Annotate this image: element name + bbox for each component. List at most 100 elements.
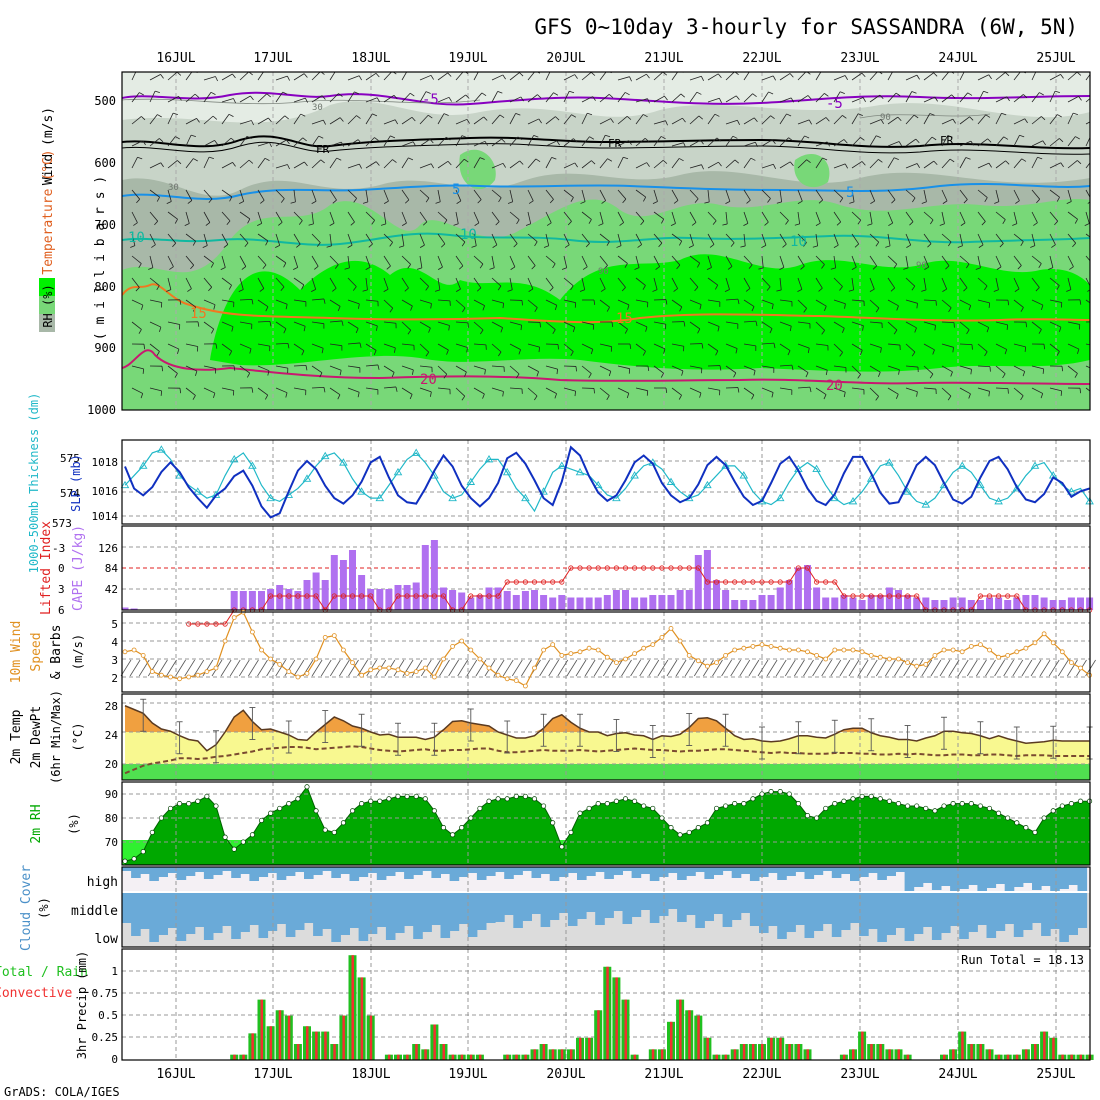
wind-barb (1085, 365, 1090, 369)
li-point (368, 593, 374, 599)
wind-tick: 5 (111, 618, 118, 631)
wind-barb (347, 365, 360, 369)
wind-barb (203, 156, 210, 169)
wind-barb-flag (169, 266, 174, 270)
wind-barb-flag (430, 303, 432, 309)
wind-barb (437, 321, 450, 326)
cape-bar (1067, 597, 1075, 610)
surface-wind-barb (584, 659, 596, 677)
wind-barb-flag (287, 343, 290, 349)
wind-barb (329, 211, 335, 224)
wind-barb (851, 299, 864, 302)
high-cloud-bar (1068, 867, 1078, 885)
wind-barb (473, 299, 485, 306)
wind-barb-flag (453, 223, 459, 226)
contour-label-15: 15 (190, 306, 207, 322)
wind-barb (779, 189, 783, 202)
wind-tick: 2 (111, 672, 118, 685)
wind-barb (329, 255, 339, 265)
wind-barb-flag (735, 95, 740, 100)
precip-tick: 1 (111, 965, 118, 978)
wind-barb-flag (336, 157, 342, 161)
precip-convective-bar (997, 1054, 1001, 1060)
cape-bar (876, 595, 884, 610)
wind-barb (293, 97, 306, 103)
wind-barb-flag (410, 305, 413, 311)
wind-barb-flag (978, 244, 984, 248)
high-cloud-bar (704, 867, 714, 879)
cape-bar (731, 600, 739, 610)
wind-barb-flag (228, 285, 232, 290)
wind-barb (581, 113, 588, 125)
wind-barb-flag (932, 349, 935, 355)
wind-barb-flag (1019, 134, 1025, 138)
wind-barb-flag (746, 199, 751, 204)
high-cloud-bar (1041, 867, 1051, 886)
mid-cloud-bar (413, 893, 423, 939)
precip-bars (230, 955, 1094, 1060)
wind-barb-flag (776, 289, 782, 292)
contour-10-line (122, 232, 1090, 246)
wind-barb-flag (601, 200, 606, 204)
wind-barb (761, 75, 774, 81)
li-point (577, 565, 583, 571)
wind-barb (995, 113, 1002, 125)
rh2m-point (786, 791, 792, 797)
wind-barb (185, 365, 198, 372)
wind-barb-flag (409, 92, 415, 97)
wind-barb-flag (466, 347, 468, 353)
wind-barb-flag (701, 164, 704, 170)
wind-barb-flag (988, 162, 992, 168)
surface-wind-barb (757, 659, 769, 677)
surface-wind-barb (730, 659, 742, 677)
wind-barb-flag (461, 395, 466, 401)
wind-barb (257, 72, 264, 81)
rh2m-point (759, 791, 765, 797)
rh2m-point (495, 796, 501, 802)
surface-wind-barb (475, 659, 487, 677)
wind-barb-flag (570, 351, 574, 357)
mid-cloud-bar (476, 893, 487, 930)
wind-barb (815, 255, 825, 265)
wind-barb-flag (679, 306, 683, 312)
wind-barb (563, 343, 574, 352)
precip-convective-bar (842, 1054, 846, 1060)
mid-cloud-bar (231, 893, 241, 939)
wind-barb-flag (520, 96, 524, 102)
wind-barb (815, 72, 822, 81)
wind-barb-flag (465, 94, 470, 99)
wind-barb (635, 137, 646, 147)
temp2m-frame (121, 693, 1091, 781)
wind-barb-flag (1038, 329, 1042, 334)
wind-barb (545, 277, 554, 288)
high-cloud-bar (258, 867, 269, 877)
wind-barb (365, 321, 378, 327)
wind-barb (671, 365, 684, 372)
wind-barb-flag (1002, 219, 1006, 225)
wind-barb (977, 343, 988, 353)
mid-cloud-bar (941, 893, 951, 933)
rh2m-point (531, 796, 538, 802)
wind-barb (401, 72, 408, 81)
wind-barb-flag (1077, 160, 1082, 165)
wind-barb-flag (211, 328, 215, 334)
li-point (759, 579, 765, 585)
wind-speed-point (168, 674, 173, 680)
precip-convective-bar (742, 1044, 746, 1060)
wind-barb (401, 387, 413, 395)
wind-barb (833, 115, 843, 125)
wind-barb-flag (772, 75, 776, 81)
wind-barb-flag (194, 93, 200, 98)
wind-barb-flag (627, 304, 630, 310)
rh2m-point (468, 815, 474, 821)
cape-tick: 126 (98, 542, 118, 555)
rh2m-point (122, 858, 128, 864)
wind-speed-point (577, 649, 583, 655)
wind-speed-point (768, 644, 774, 649)
wind-barb (473, 387, 485, 395)
wind-barb (1085, 121, 1090, 125)
wind-barb (833, 75, 846, 81)
wind-barb (707, 387, 720, 391)
wind-barb-flag (407, 329, 412, 335)
wind-barb-flag (298, 220, 303, 225)
